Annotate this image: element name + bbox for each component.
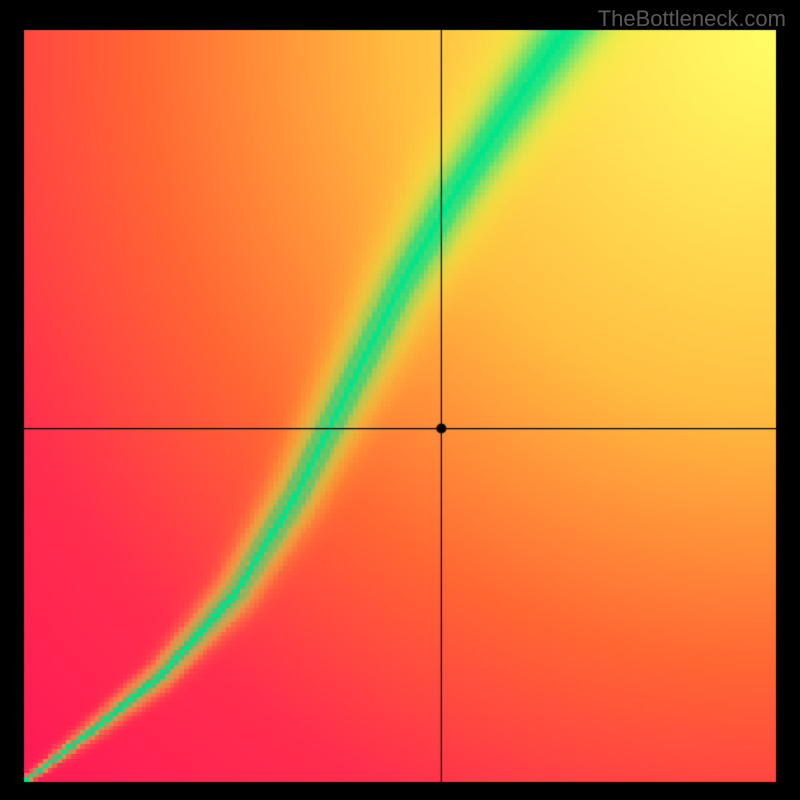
bottleneck-heatmap [0,0,800,800]
watermark-text: TheBottleneck.com [598,6,786,32]
chart-container: TheBottleneck.com [0,0,800,800]
